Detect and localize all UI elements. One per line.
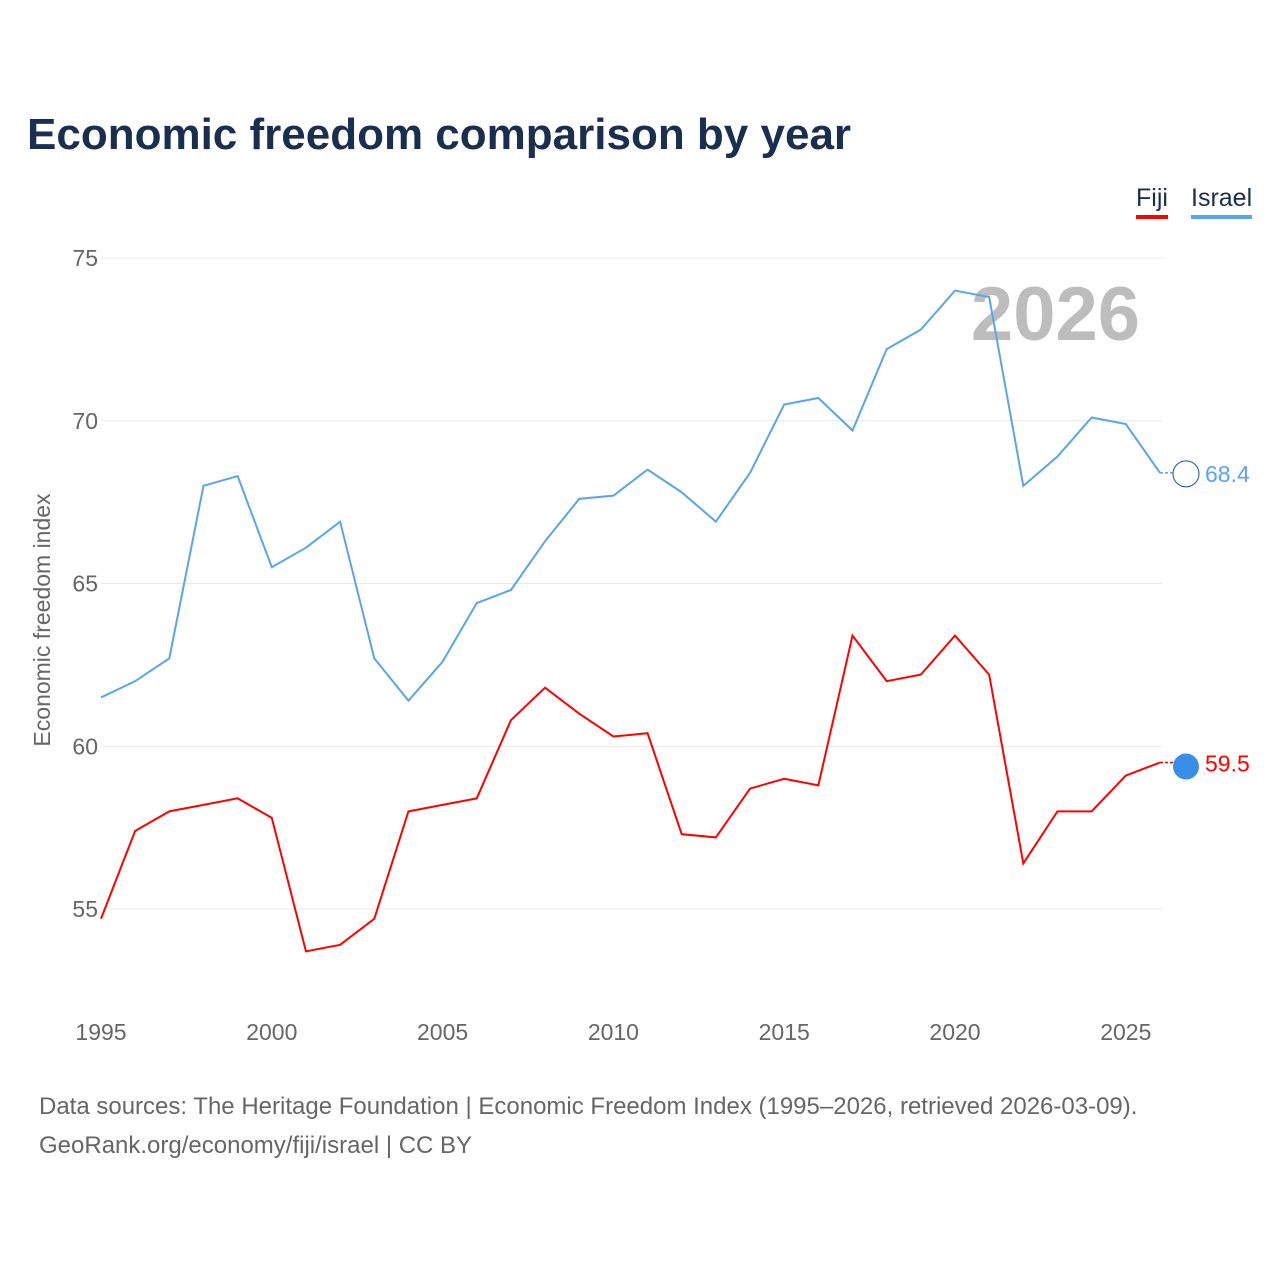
- x-tick-label: 2020: [929, 1019, 980, 1045]
- source-link[interactable]: GeoRank.org/economy/fiji/israel | CC BY: [39, 1132, 473, 1159]
- series-line-fiji: [100, 633, 1161, 953]
- legend-israel[interactable]: Israel: [1191, 184, 1253, 219]
- y-tick-label: 70: [72, 408, 98, 434]
- y-tick-label: 55: [72, 896, 98, 922]
- end-value-label: 68.4: [1205, 461, 1250, 487]
- source-note: Data sources: The Heritage Foundation | …: [39, 1087, 1137, 1165]
- y-tick-label: 60: [72, 733, 98, 759]
- year-watermark: 2026: [971, 272, 1140, 357]
- x-tick-label: 2015: [759, 1019, 810, 1045]
- x-tick-label: 2000: [246, 1019, 297, 1045]
- y-axis-label: Economic freedom index: [29, 493, 55, 747]
- end-value-label: 59.5: [1205, 751, 1250, 777]
- y-tick-label: 65: [72, 571, 98, 597]
- x-tick-label: 2025: [1100, 1019, 1151, 1045]
- x-tick-label: 2010: [588, 1019, 639, 1045]
- source-line: Data sources: The Heritage Foundation | …: [39, 1093, 1138, 1120]
- x-tick-label: 1995: [75, 1019, 126, 1045]
- flag-icon-fiji: [1173, 753, 1199, 780]
- chart-title: Economic freedom comparison by year: [27, 110, 852, 159]
- flag-icon-israel: [1172, 460, 1200, 488]
- x-tick-label: 2005: [417, 1019, 468, 1045]
- series-line-israel: [100, 289, 1161, 703]
- y-tick-label: 75: [72, 245, 98, 271]
- legend-fiji[interactable]: Fiji: [1136, 184, 1168, 219]
